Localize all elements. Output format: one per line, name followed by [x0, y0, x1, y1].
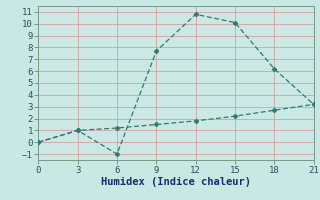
X-axis label: Humidex (Indice chaleur): Humidex (Indice chaleur) — [101, 177, 251, 187]
